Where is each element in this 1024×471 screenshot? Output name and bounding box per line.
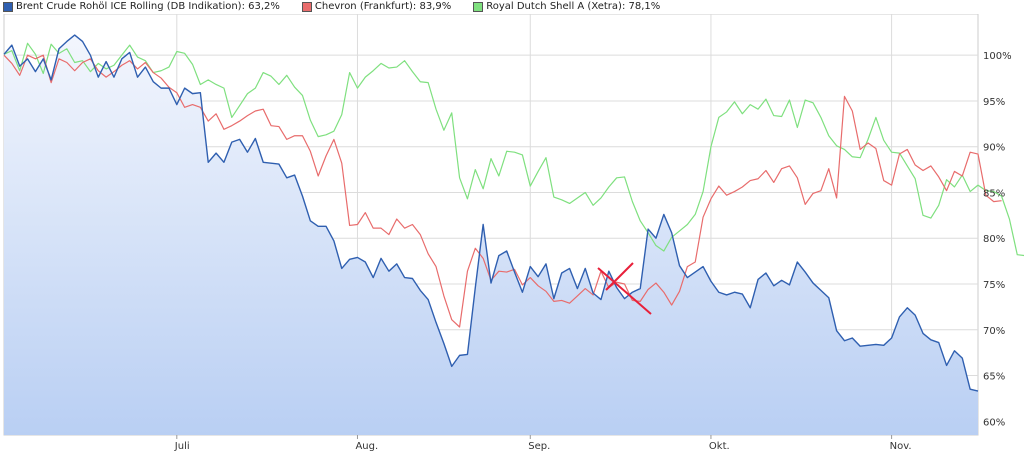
legend-label-shell: Royal Dutch Shell A (Xetra): 78,1% — [486, 1, 661, 12]
cross-marker — [597, 262, 652, 315]
legend-swatch-shell — [473, 1, 484, 12]
y-tick-label: 100% — [983, 51, 1012, 62]
x-tick-label: Juli — [174, 441, 190, 452]
area-fill-brent — [4, 35, 978, 436]
y-tick-label: 65% — [983, 372, 1005, 383]
series-lines — [3, 34, 1024, 392]
y-tick-label: 75% — [983, 280, 1005, 291]
x-tick-label: Aug. — [355, 441, 378, 452]
x-tick-label: Sep. — [528, 441, 550, 452]
series-line-chevron — [3, 54, 1002, 328]
legend: Brent Crude Rohöl ICE Rolling (DB Indika… — [3, 0, 660, 13]
x-tick-label: Okt. — [709, 441, 730, 452]
y-tick-label: 90% — [983, 143, 1005, 154]
series-line-shell — [3, 42, 1024, 257]
legend-label-chevron: Chevron (Frankfurt): 83,9% — [314, 1, 452, 12]
legend-label-brent: Brent Crude Rohöl ICE Rolling (DB Indika… — [16, 1, 280, 12]
y-tick-label: 85% — [983, 188, 1005, 199]
y-tick-label: 70% — [983, 326, 1005, 337]
y-tick-label: 60% — [983, 417, 1005, 428]
legend-swatch-brent — [3, 1, 13, 12]
legend-swatch-chevron — [301, 1, 312, 12]
area-fill — [4, 35, 978, 436]
y-axis-ticks: 100% 95% 90% 85% 80% 75% 70% 65% 60% — [983, 51, 1012, 428]
y-tick-label: 95% — [983, 97, 1005, 108]
x-tick-label: Nov. — [890, 441, 912, 452]
legend-item-chevron[interactable]: Chevron (Frankfurt): 83,9% — [301, 0, 452, 13]
legend-item-brent[interactable]: Brent Crude Rohöl ICE Rolling (DB Indika… — [3, 0, 280, 13]
y-tick-label: 80% — [983, 234, 1005, 245]
series-line-brent — [3, 34, 979, 392]
legend-item-shell[interactable]: Royal Dutch Shell A (Xetra): 78,1% — [473, 0, 660, 13]
